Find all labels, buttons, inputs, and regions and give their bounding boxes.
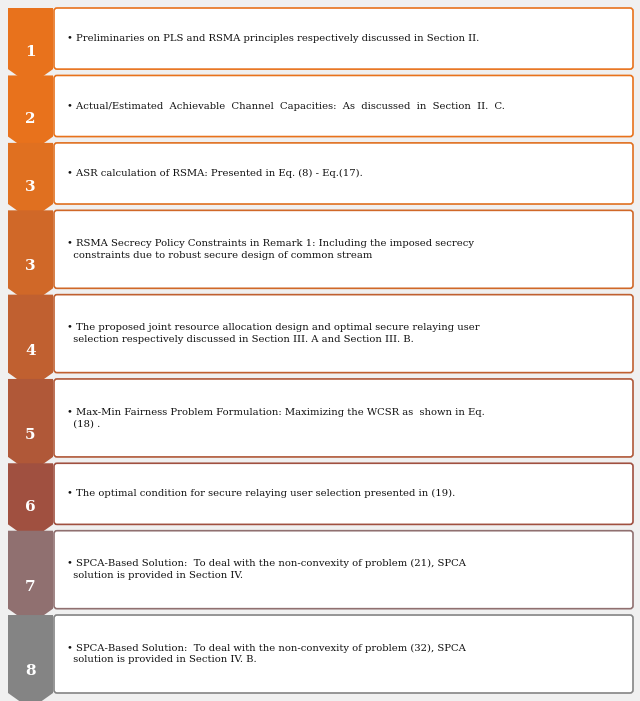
Polygon shape	[8, 143, 53, 220]
Text: • The proposed joint resource allocation design and optimal secure relaying user: • The proposed joint resource allocation…	[67, 323, 479, 344]
FancyBboxPatch shape	[54, 210, 633, 288]
Text: 8: 8	[25, 664, 36, 678]
FancyBboxPatch shape	[54, 463, 633, 524]
Polygon shape	[8, 76, 53, 153]
Text: 3: 3	[25, 259, 36, 273]
Text: 2: 2	[25, 112, 36, 126]
Text: • SPCA-Based Solution:  To deal with the non-convexity of problem (21), SPCA
  s: • SPCA-Based Solution: To deal with the …	[67, 559, 466, 580]
Text: 5: 5	[25, 428, 36, 442]
Text: • SPCA-Based Solution:  To deal with the non-convexity of problem (32), SPCA
  s: • SPCA-Based Solution: To deal with the …	[67, 644, 466, 665]
FancyBboxPatch shape	[54, 143, 633, 204]
Text: 4: 4	[25, 343, 36, 358]
Polygon shape	[8, 294, 53, 388]
Text: • The optimal condition for secure relaying user selection presented in (19).: • The optimal condition for secure relay…	[67, 489, 455, 498]
Text: 3: 3	[25, 180, 36, 194]
FancyBboxPatch shape	[54, 76, 633, 137]
Text: • RSMA Secrecy Policy Constraints in Remark 1: Including the imposed secrecy
  c: • RSMA Secrecy Policy Constraints in Rem…	[67, 239, 474, 260]
FancyBboxPatch shape	[54, 615, 633, 693]
Text: 6: 6	[25, 501, 36, 515]
FancyBboxPatch shape	[54, 294, 633, 373]
Polygon shape	[8, 463, 53, 540]
Polygon shape	[8, 8, 53, 85]
Text: • Max-Min Fairness Problem Formulation: Maximizing the WCSR as  shown in Eq.
  (: • Max-Min Fairness Problem Formulation: …	[67, 407, 484, 428]
FancyBboxPatch shape	[54, 531, 633, 608]
Text: • ASR calculation of RSMA: Presented in Eq. (8) - Eq.(17).: • ASR calculation of RSMA: Presented in …	[67, 169, 363, 178]
Text: 7: 7	[25, 580, 36, 594]
Polygon shape	[8, 210, 53, 304]
FancyBboxPatch shape	[54, 379, 633, 457]
Text: 1: 1	[25, 45, 36, 59]
Text: • Preliminaries on PLS and RSMA principles respectively discussed in Section II.: • Preliminaries on PLS and RSMA principl…	[67, 34, 479, 43]
FancyBboxPatch shape	[54, 8, 633, 69]
Polygon shape	[8, 379, 53, 473]
Text: • Actual/Estimated  Achievable  Channel  Capacities:  As  discussed  in  Section: • Actual/Estimated Achievable Channel Ca…	[67, 102, 505, 111]
Polygon shape	[8, 531, 53, 625]
Polygon shape	[8, 615, 53, 701]
